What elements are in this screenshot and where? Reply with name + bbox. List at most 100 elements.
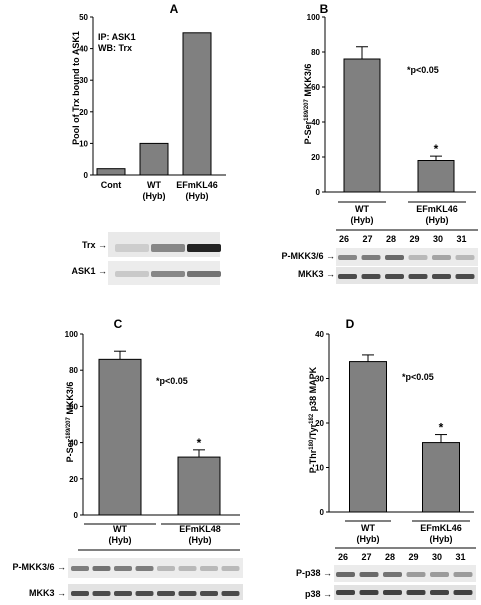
blot-band: [453, 590, 473, 595]
y-tick-label: 100: [65, 330, 79, 339]
y-tick-label: 40: [315, 330, 324, 339]
blot-band: [336, 572, 355, 577]
panel-a-annotation-1: IP: ASK1: [98, 32, 136, 42]
panel-b-bar-chart: 0 20 40 60 80 100 *: [307, 13, 476, 197]
p-p38-blot-label: P-p38 →: [296, 568, 332, 578]
blot-band: [92, 591, 111, 596]
blot-band: [92, 566, 111, 571]
category-label: (Hyb): [143, 191, 166, 201]
y-tick-label: 30: [315, 375, 324, 384]
blot-band: [221, 566, 240, 571]
panel-d: D P-Thr180/Tyr182 p38 MAPK *p<0.05 0 10 20…: [296, 317, 476, 600]
blot-band: [114, 591, 132, 596]
blot-band: [157, 591, 175, 596]
panel-b-group-wt-sub: (Hyb): [351, 215, 374, 225]
mkk3-blot-image-c: [68, 584, 243, 600]
panel-c-letter: C: [114, 317, 123, 331]
p-mkk36-blot-image-c: [68, 558, 243, 578]
panel-b-group-mut-sub: (Hyb): [426, 215, 449, 225]
lane-number: 26: [338, 552, 348, 562]
lane-number: 31: [456, 234, 466, 244]
y-tick-label: 20: [79, 108, 88, 117]
blot-band: [151, 271, 185, 277]
y-tick-label: 10: [79, 139, 88, 148]
blot-band: [430, 590, 449, 595]
y-tick-label: 0: [320, 508, 325, 517]
panel-c-group-wt-sub: (Hyb): [109, 535, 132, 545]
panel-b-letter: B: [320, 2, 329, 16]
blot-band: [361, 255, 381, 260]
blot-band: [406, 572, 426, 577]
lane-number: 27: [361, 552, 371, 562]
blot-band: [338, 274, 357, 279]
blot-band: [71, 591, 89, 596]
p-p38-blot-image: [334, 565, 476, 582]
blot-band: [385, 255, 404, 260]
blot-band: [115, 271, 149, 277]
blot-band: [221, 591, 240, 596]
panel-c: C P-Ser189/207 MKK3/6 *p<0.05 0 20 40 60 80 1…: [12, 317, 243, 600]
panel-b-pvalue: *p<0.05: [407, 65, 439, 75]
p-mkk36-bands-c: [71, 566, 240, 571]
y-tick-label: 40: [311, 118, 320, 127]
panel-c-group-wt: WT: [113, 524, 127, 534]
blot-band: [453, 572, 473, 577]
category-label: EFmKL46: [176, 180, 218, 190]
mkk3-blot-image-b: [336, 267, 478, 284]
panel-b-lane-numbers: 26 27 28 29 30 31: [339, 234, 467, 244]
y-tick-label: 0: [316, 188, 321, 197]
blot-band: [432, 274, 451, 279]
category-label: Cont: [101, 180, 122, 190]
panel-d-ylabel: P-Thr180/Tyr182 p38 MAPK: [308, 366, 318, 473]
lane-number: 31: [455, 552, 465, 562]
p38-blot-image: [334, 585, 476, 600]
y-tick-label: 60: [311, 83, 320, 92]
significance-star: *: [197, 436, 202, 450]
panel-a-letter: A: [170, 2, 179, 16]
bar: [182, 32, 212, 176]
y-tick-label: 20: [315, 419, 324, 428]
lane-number: 30: [433, 234, 443, 244]
panel-a-ylabel: Pool of Trx bound to ASK1: [71, 31, 81, 145]
p38-bands: [336, 590, 473, 595]
significance-star: *: [439, 421, 444, 435]
blot-band: [115, 244, 149, 252]
lane-number: 28: [385, 552, 395, 562]
p38-blot-label: p38 →: [305, 589, 332, 599]
mkk3-bands-b: [338, 274, 475, 279]
blot-band: [336, 590, 355, 595]
p-mkk36-bands-b: [338, 255, 475, 260]
bar: [96, 168, 126, 176]
panel-c-group-mut: EFmKL48: [179, 524, 221, 534]
lane-number: 26: [339, 234, 349, 244]
panel-c-pvalue: *p<0.05: [156, 376, 188, 386]
panel-b-group-wt: WT: [355, 204, 369, 214]
y-tick-label: 10: [315, 464, 324, 473]
panel-c-ylabel: P-Ser189/207 MKK3/6: [65, 382, 75, 463]
blot-band: [359, 572, 379, 577]
blot-band: [455, 274, 475, 279]
category-label: WT: [147, 180, 161, 190]
panel-d-bar-chart: 0 10 20 30 40 *: [315, 330, 474, 517]
y-tick-label: 40: [69, 439, 78, 448]
bar: [139, 142, 169, 176]
y-tick-label: 20: [69, 475, 78, 484]
significance-star: *: [434, 142, 439, 156]
lane-number: 29: [409, 234, 419, 244]
p-mkk36-blot-image-b: [336, 248, 478, 266]
ask1-blot-label: ASK1 →: [71, 266, 107, 276]
blot-band: [71, 566, 89, 571]
panel-c-bar-chart: 0 20 40 60 80 100 *: [65, 330, 240, 520]
bar: [343, 58, 381, 193]
bar: [349, 361, 387, 513]
bar: [98, 358, 142, 516]
blot-band: [385, 274, 404, 279]
panel-a: A Pool of Trx bound to ASK1 IP: ASK1 WB:…: [71, 2, 226, 285]
blot-band: [430, 572, 449, 577]
blot-band: [383, 572, 402, 577]
blot-band: [114, 566, 132, 571]
p-mkk36-blot-label-b: P-MKK3/6 →: [281, 251, 335, 261]
panel-d-group-wt-sub: (Hyb): [357, 534, 380, 544]
y-tick-label: 50: [79, 13, 88, 22]
